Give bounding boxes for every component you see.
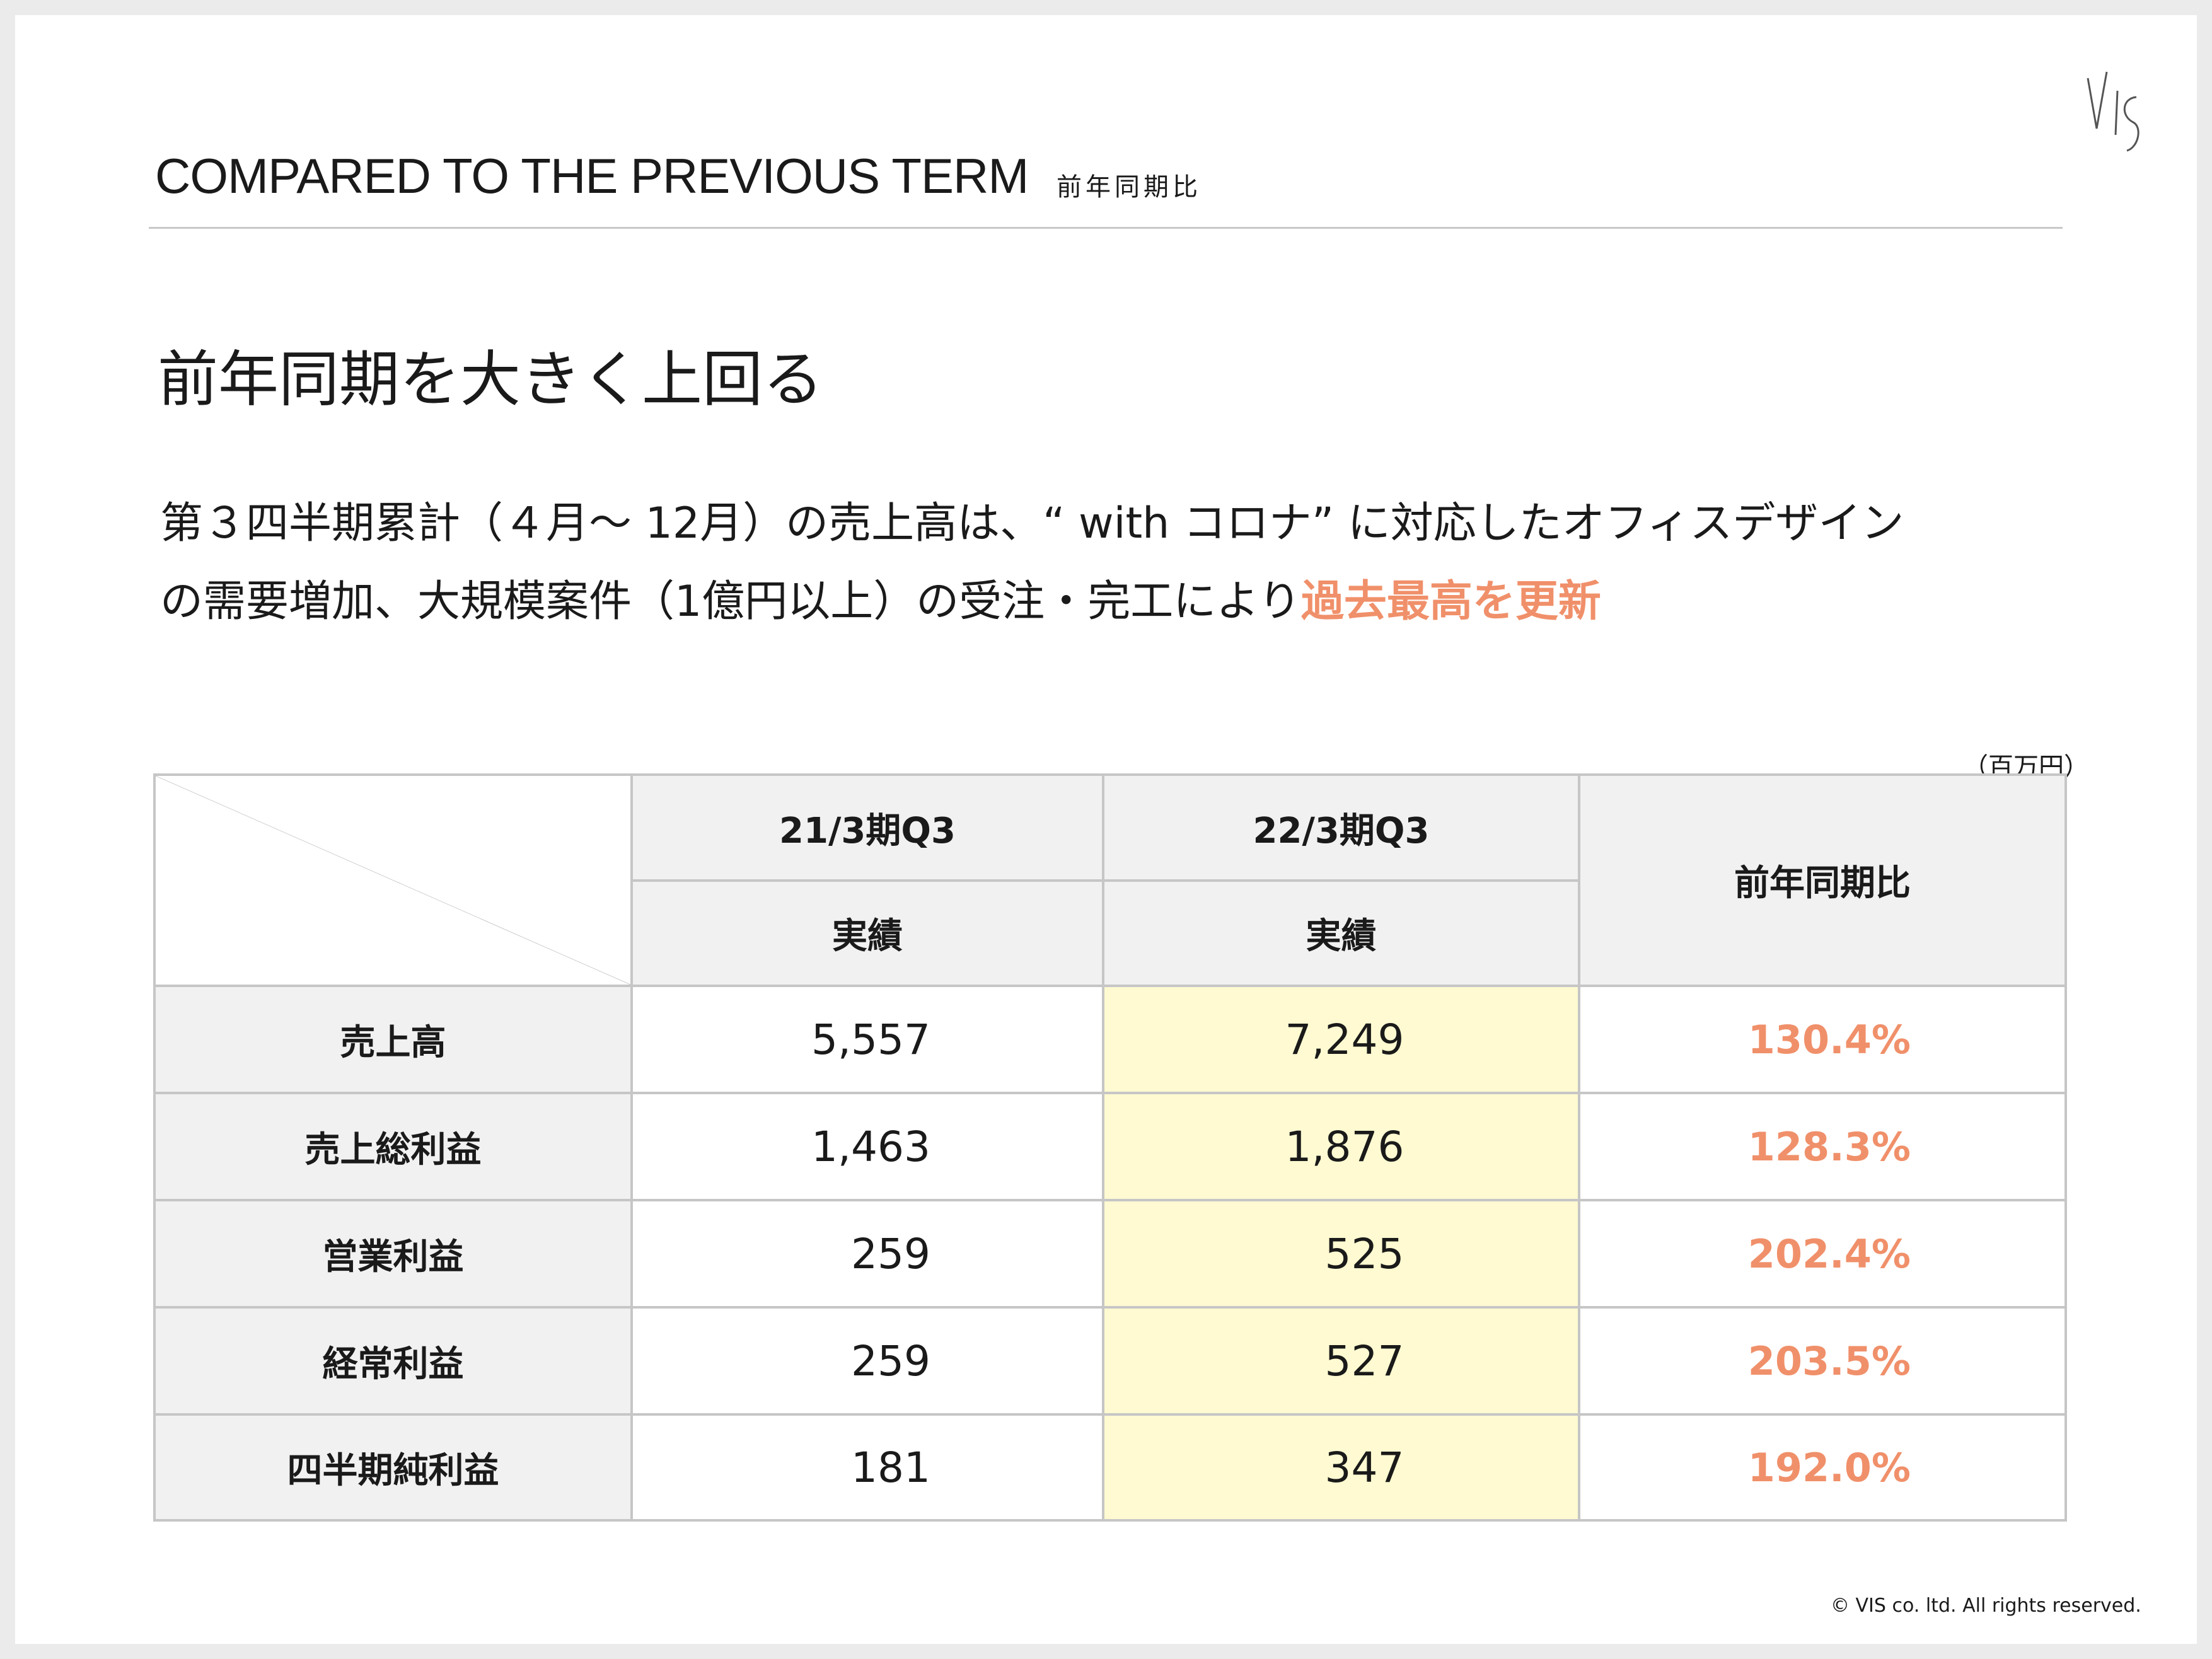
yoy-value: 192.0%	[1747, 1444, 1911, 1491]
col-header-cur-actual: 実績	[1102, 879, 1580, 987]
cur-value: 525	[1324, 1229, 1404, 1278]
prev-value: 1,463	[811, 1122, 930, 1171]
prev-value: 181	[851, 1443, 930, 1492]
col-header-prev-period: 21/3期Q3	[630, 773, 1104, 882]
prev-value: 5,557	[811, 1015, 930, 1064]
header-title: COMPARED TO THE PREVIOUS TERM	[155, 148, 1029, 204]
vis-logo-icon	[2087, 71, 2140, 152]
slide: COMPARED TO THE PREVIOUS TERM 前年同期比 前年同期…	[15, 15, 2197, 1644]
table-row: 四半期純利益 181 347 192.0%	[153, 1413, 2067, 1522]
comparison-table: 21/3期Q3 22/3期Q3 前年同期比 実績 実績 売上高 5,557 7,…	[153, 773, 2067, 1522]
lead-line-2: の需要増加、大規模案件（1億円以上）の受注・完工により過去最高を更新	[160, 563, 2114, 641]
cur-value: 527	[1324, 1336, 1404, 1385]
cur-value: 347	[1324, 1443, 1404, 1492]
col-header-prev-actual: 実績	[630, 879, 1104, 987]
cur-value: 7,249	[1285, 1015, 1404, 1064]
yoy-value-cell: 130.4%	[1578, 985, 2067, 1094]
yoy-value-cell: 192.0%	[1578, 1413, 2067, 1522]
yoy-value: 128.3%	[1747, 1123, 1911, 1170]
yoy-value-cell: 202.4%	[1578, 1199, 2067, 1309]
row-label: 営業利益	[153, 1199, 633, 1309]
yoy-value: 203.5%	[1747, 1338, 1911, 1384]
cur-value-cell: 525	[1102, 1199, 1580, 1309]
yoy-value: 130.4%	[1747, 1016, 1911, 1063]
lead-line-2-text: の需要増加、大規模案件（1億円以上）の受注・完工により	[160, 577, 1301, 627]
cur-value-cell: 527	[1102, 1306, 1580, 1416]
row-label: 売上高	[153, 985, 633, 1094]
yoy-value-cell: 128.3%	[1578, 1092, 2067, 1201]
table-row: 売上高 5,557 7,249 130.4%	[153, 985, 2067, 1094]
yoy-value: 202.4%	[1747, 1230, 1911, 1277]
yoy-value-cell: 203.5%	[1578, 1306, 2067, 1416]
cur-value-cell: 347	[1102, 1413, 1580, 1522]
diagonal-line	[156, 776, 630, 985]
col-header-cur-period: 22/3期Q3	[1102, 773, 1580, 882]
lead-highlight: 過去最高を更新	[1300, 577, 1601, 627]
cur-value-cell: 7,249	[1102, 985, 1580, 1094]
copyright-notice: © VIS co. ltd. All rights reserved.	[1831, 1595, 2141, 1617]
cur-value: 1,876	[1285, 1122, 1404, 1171]
cur-value-cell: 1,876	[1102, 1092, 1580, 1201]
lead-line-1: 第３四半期累計（４月～ 12月）の売上高は、“ with コロナ” に対応したオ…	[160, 499, 1904, 548]
row-label: 売上総利益	[153, 1092, 633, 1201]
prev-value: 259	[851, 1336, 930, 1385]
prev-value-cell: 5,557	[630, 985, 1104, 1094]
page-heading: 前年同期を大きく上回る	[158, 344, 823, 415]
table-corner-cell	[153, 773, 633, 987]
prev-value-cell: 259	[630, 1306, 1104, 1416]
prev-value-cell: 181	[630, 1413, 1104, 1522]
prev-value-cell: 259	[630, 1199, 1104, 1309]
lead-paragraph: 第３四半期累計（４月～ 12月）の売上高は、“ with コロナ” に対応したオ…	[160, 485, 2114, 641]
header-subtitle: 前年同期比	[1057, 173, 1202, 202]
table-row: 売上総利益 1,463 1,876 128.3%	[153, 1092, 2067, 1201]
table-row: 営業利益 259 525 202.4%	[153, 1199, 2067, 1309]
prev-value-cell: 1,463	[630, 1092, 1104, 1201]
header-divider	[149, 227, 2063, 229]
row-label: 経常利益	[153, 1306, 633, 1416]
row-label: 四半期純利益	[153, 1413, 633, 1522]
table-row: 経常利益 259 527 203.5%	[153, 1306, 2067, 1416]
prev-value: 259	[851, 1229, 930, 1278]
col-header-yoy: 前年同期比	[1578, 773, 2067, 987]
